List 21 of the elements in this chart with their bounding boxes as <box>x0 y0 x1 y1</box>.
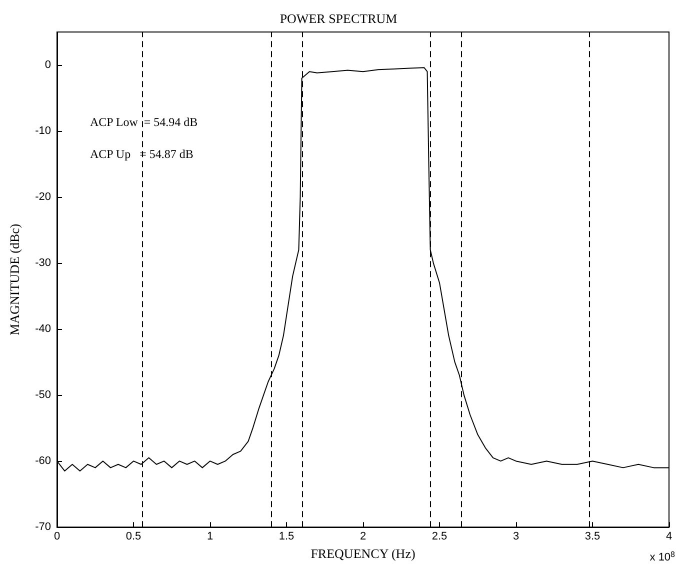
x-tick-label: 3.5 <box>584 530 600 543</box>
x-tick-label: 1.5 <box>278 530 294 543</box>
annotation: ACP Low = 54.94 dB <box>90 115 198 129</box>
x-tick-label: 4 <box>666 530 672 543</box>
x-tick-label: 0 <box>54 530 60 543</box>
x-tick-label: 2 <box>360 530 366 543</box>
x-tick-label: 0.5 <box>126 530 142 543</box>
y-tick-label: -10 <box>35 125 51 138</box>
y-tick-label: -60 <box>35 455 51 468</box>
y-tick-label: 0 <box>44 59 51 72</box>
x-tick-label: 2.5 <box>432 530 448 543</box>
x-tick-label: 3 <box>512 530 520 543</box>
x-axis-title: FREQUENCY (Hz) <box>310 546 416 561</box>
y-tick-label: -70 <box>35 521 51 534</box>
y-tick-label: -20 <box>35 191 51 204</box>
y-tick-label: -40 <box>35 323 51 336</box>
y-tick-label: -30 <box>35 257 51 270</box>
x-tick-label: 1 <box>206 530 214 543</box>
chart-title: POWER SPECTRUM <box>280 11 398 26</box>
y-tick-label: -50 <box>35 389 51 402</box>
y-axis-title: MAGNITUDE (dBc) <box>7 224 22 336</box>
